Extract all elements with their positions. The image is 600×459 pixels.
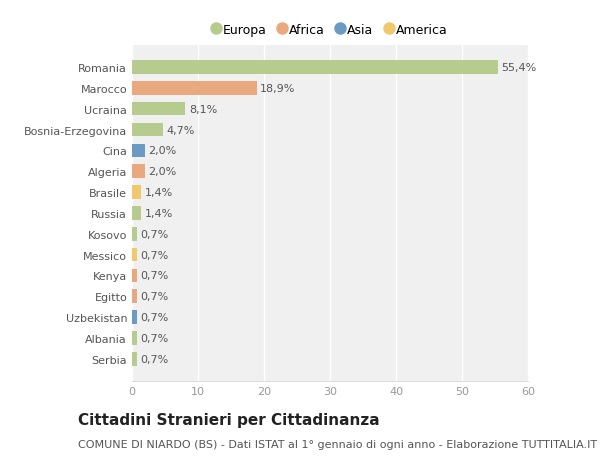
Text: 2,0%: 2,0% — [149, 146, 177, 156]
Legend: Europa, Africa, Asia, America: Europa, Africa, Asia, America — [208, 19, 452, 42]
Text: 0,7%: 0,7% — [140, 250, 168, 260]
Text: 0,7%: 0,7% — [140, 229, 168, 239]
Text: COMUNE DI NIARDO (BS) - Dati ISTAT al 1° gennaio di ogni anno - Elaborazione TUT: COMUNE DI NIARDO (BS) - Dati ISTAT al 1°… — [78, 440, 597, 449]
Text: 55,4%: 55,4% — [501, 63, 536, 73]
Bar — [132, 144, 145, 158]
Bar — [132, 269, 137, 283]
Bar — [132, 352, 137, 366]
Bar — [132, 331, 137, 345]
Text: 18,9%: 18,9% — [260, 84, 295, 94]
Text: 0,7%: 0,7% — [140, 354, 168, 364]
Text: 0,7%: 0,7% — [140, 291, 168, 302]
Bar — [132, 311, 137, 324]
Bar — [132, 207, 141, 220]
Text: 4,7%: 4,7% — [166, 125, 194, 135]
Bar — [132, 165, 145, 179]
Text: 0,7%: 0,7% — [140, 333, 168, 343]
Bar — [132, 186, 141, 199]
Bar — [132, 248, 137, 262]
Bar — [132, 103, 185, 116]
Bar — [132, 82, 257, 95]
Text: Cittadini Stranieri per Cittadinanza: Cittadini Stranieri per Cittadinanza — [78, 413, 380, 428]
Text: 2,0%: 2,0% — [149, 167, 177, 177]
Bar — [132, 228, 137, 241]
Text: 0,7%: 0,7% — [140, 313, 168, 322]
Bar — [132, 290, 137, 303]
Bar — [132, 61, 497, 75]
Bar — [132, 123, 163, 137]
Text: 8,1%: 8,1% — [189, 105, 217, 114]
Text: 0,7%: 0,7% — [140, 271, 168, 281]
Text: 1,4%: 1,4% — [145, 208, 173, 218]
Text: 1,4%: 1,4% — [145, 188, 173, 198]
